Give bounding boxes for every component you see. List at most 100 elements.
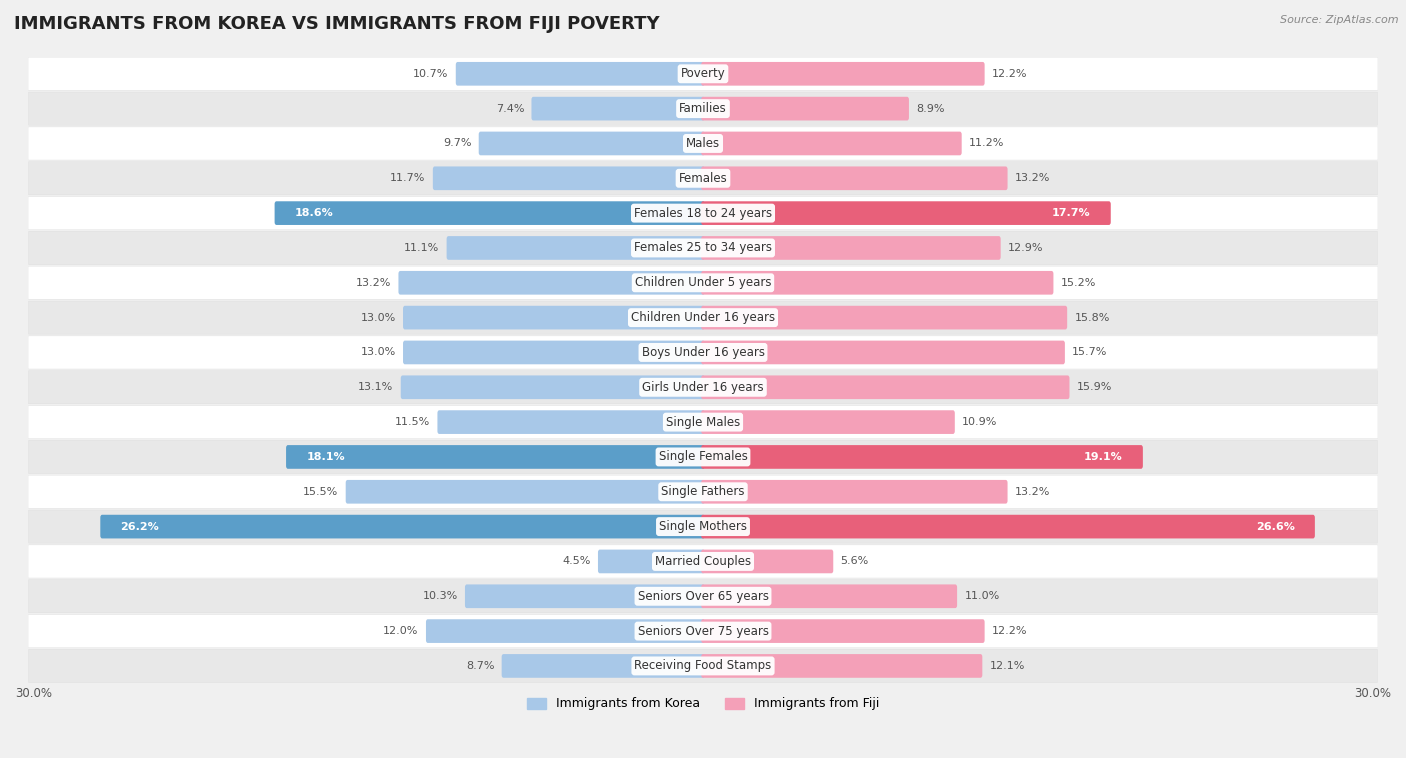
FancyBboxPatch shape [404,305,704,330]
FancyBboxPatch shape [28,440,1378,474]
FancyBboxPatch shape [28,545,1378,578]
FancyBboxPatch shape [598,550,704,573]
FancyBboxPatch shape [28,649,1378,683]
FancyBboxPatch shape [531,97,704,121]
Text: Single Females: Single Females [658,450,748,463]
Text: 15.2%: 15.2% [1060,277,1097,288]
FancyBboxPatch shape [702,550,834,573]
Text: 18.6%: 18.6% [295,208,333,218]
FancyBboxPatch shape [702,132,962,155]
Text: 12.0%: 12.0% [384,626,419,636]
Text: 8.9%: 8.9% [917,104,945,114]
Text: Poverty: Poverty [681,67,725,80]
Text: 11.7%: 11.7% [389,174,426,183]
FancyBboxPatch shape [28,266,1378,299]
Text: Families: Families [679,102,727,115]
FancyBboxPatch shape [702,305,1067,330]
Text: Females 18 to 24 years: Females 18 to 24 years [634,207,772,220]
FancyBboxPatch shape [28,231,1378,265]
Text: 11.0%: 11.0% [965,591,1000,601]
FancyBboxPatch shape [401,375,704,399]
Text: 13.0%: 13.0% [360,312,395,323]
FancyBboxPatch shape [702,445,1143,468]
FancyBboxPatch shape [28,161,1378,195]
FancyBboxPatch shape [437,410,704,434]
FancyBboxPatch shape [28,197,1378,230]
Text: 13.1%: 13.1% [359,382,394,393]
Text: Girls Under 16 years: Girls Under 16 years [643,381,763,393]
FancyBboxPatch shape [28,127,1378,160]
Text: 13.2%: 13.2% [1015,487,1050,496]
Text: 15.7%: 15.7% [1073,347,1108,358]
FancyBboxPatch shape [28,58,1378,90]
FancyBboxPatch shape [28,406,1378,439]
Text: 9.7%: 9.7% [443,139,471,149]
Text: 8.7%: 8.7% [465,661,495,671]
FancyBboxPatch shape [28,615,1378,648]
Text: 13.2%: 13.2% [356,277,391,288]
Text: Single Males: Single Males [666,415,740,428]
FancyBboxPatch shape [28,162,1378,195]
Text: 12.1%: 12.1% [990,661,1025,671]
FancyBboxPatch shape [702,340,1064,365]
Text: 30.0%: 30.0% [1354,687,1391,700]
FancyBboxPatch shape [28,92,1378,125]
FancyBboxPatch shape [702,515,1315,538]
Text: 12.2%: 12.2% [993,626,1028,636]
Text: 13.0%: 13.0% [360,347,395,358]
Text: 5.6%: 5.6% [841,556,869,566]
Text: 17.7%: 17.7% [1052,208,1091,218]
Text: Females 25 to 34 years: Females 25 to 34 years [634,242,772,255]
Text: Seniors Over 65 years: Seniors Over 65 years [637,590,769,603]
Text: 4.5%: 4.5% [562,556,591,566]
Text: Males: Males [686,137,720,150]
FancyBboxPatch shape [28,371,1378,404]
Text: 13.2%: 13.2% [1015,174,1050,183]
Text: Married Couples: Married Couples [655,555,751,568]
Text: 12.9%: 12.9% [1008,243,1043,253]
FancyBboxPatch shape [702,97,908,121]
Legend: Immigrants from Korea, Immigrants from Fiji: Immigrants from Korea, Immigrants from F… [522,693,884,716]
Text: Boys Under 16 years: Boys Under 16 years [641,346,765,359]
FancyBboxPatch shape [28,301,1378,334]
Text: 11.5%: 11.5% [395,417,430,427]
FancyBboxPatch shape [28,510,1378,543]
FancyBboxPatch shape [702,654,983,678]
FancyBboxPatch shape [285,445,704,468]
FancyBboxPatch shape [28,266,1378,299]
FancyBboxPatch shape [274,202,704,225]
FancyBboxPatch shape [28,580,1378,612]
Text: 11.2%: 11.2% [969,139,1004,149]
FancyBboxPatch shape [28,371,1378,404]
Text: 12.2%: 12.2% [993,69,1028,79]
FancyBboxPatch shape [702,375,1070,399]
Text: 15.9%: 15.9% [1077,382,1112,393]
FancyBboxPatch shape [702,410,955,434]
FancyBboxPatch shape [28,615,1378,647]
FancyBboxPatch shape [465,584,704,608]
FancyBboxPatch shape [702,167,1008,190]
Text: 7.4%: 7.4% [496,104,524,114]
FancyBboxPatch shape [28,92,1378,125]
Text: IMMIGRANTS FROM KOREA VS IMMIGRANTS FROM FIJI POVERTY: IMMIGRANTS FROM KOREA VS IMMIGRANTS FROM… [14,15,659,33]
FancyBboxPatch shape [28,475,1378,509]
FancyBboxPatch shape [28,475,1378,508]
FancyBboxPatch shape [28,196,1378,230]
Text: 30.0%: 30.0% [15,687,52,700]
Text: 26.2%: 26.2% [121,522,159,531]
FancyBboxPatch shape [447,236,704,260]
FancyBboxPatch shape [702,236,1001,260]
FancyBboxPatch shape [433,167,704,190]
FancyBboxPatch shape [702,62,984,86]
FancyBboxPatch shape [28,406,1378,438]
Text: Children Under 16 years: Children Under 16 years [631,311,775,324]
Text: 26.6%: 26.6% [1256,522,1295,531]
Text: Single Fathers: Single Fathers [661,485,745,498]
Text: Receiving Food Stamps: Receiving Food Stamps [634,659,772,672]
FancyBboxPatch shape [456,62,704,86]
Text: Females: Females [679,172,727,185]
FancyBboxPatch shape [502,654,704,678]
Text: 11.1%: 11.1% [404,243,439,253]
FancyBboxPatch shape [404,340,704,365]
FancyBboxPatch shape [28,336,1378,369]
